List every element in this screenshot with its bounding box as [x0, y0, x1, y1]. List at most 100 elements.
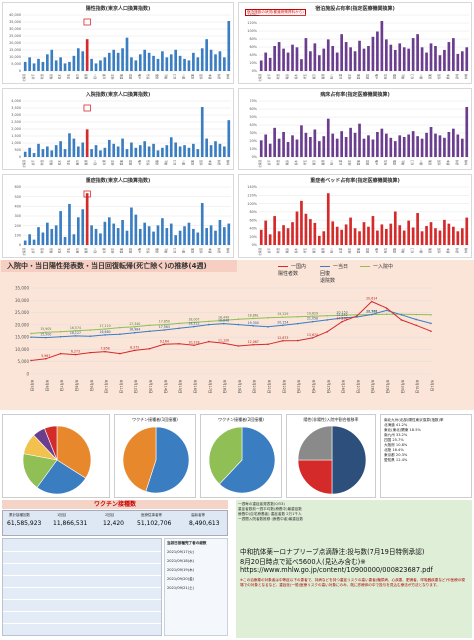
- legend-item: 一入院中: [360, 264, 393, 271]
- bar: [223, 57, 226, 71]
- data-point: [282, 324, 284, 327]
- bar: [434, 46, 437, 71]
- bar: [68, 133, 71, 157]
- bar: [223, 227, 226, 245]
- bar: [143, 49, 147, 71]
- x-tick-label: 8月11日: [119, 380, 123, 393]
- bar: [174, 142, 178, 157]
- bar: [59, 141, 62, 157]
- pref-label: 高知: [190, 248, 194, 254]
- bar: [103, 57, 107, 71]
- pref-label: 愛知: [120, 160, 124, 166]
- x-tick-label: 8月29日: [386, 380, 390, 393]
- vaccine-value: 51,102,706: [137, 520, 172, 527]
- pref-label: 奈良: [146, 248, 150, 254]
- data-point: [45, 357, 47, 360]
- bar: [402, 230, 406, 245]
- data-label: 9,164: [160, 339, 169, 343]
- data-label: 13,674: [307, 333, 318, 337]
- data-label: 17,340: [129, 322, 140, 326]
- x-tick-label: 8月5日: [30, 380, 34, 391]
- bar: [46, 222, 49, 245]
- legend-label: 一当日: [333, 264, 349, 270]
- legend-item: 回復: [320, 271, 348, 278]
- bar: [335, 138, 339, 157]
- tick-label: 60%: [249, 218, 257, 222]
- bar: [192, 52, 195, 71]
- bar: [46, 146, 49, 157]
- bar: [460, 51, 464, 71]
- bar: [90, 149, 93, 157]
- x-tick-label: 8月22日: [282, 380, 286, 393]
- pref-label: 熊本: [208, 160, 212, 166]
- data-label: 16,127: [70, 331, 81, 335]
- data-label: 15,905: [40, 327, 51, 331]
- pref-label: 佐賀: [199, 74, 203, 80]
- bar: [376, 31, 379, 72]
- pref-label: 東京: [312, 160, 316, 166]
- bar: [300, 125, 303, 157]
- data-point: [89, 329, 92, 331]
- pref-label: 秋田: [276, 160, 280, 166]
- bar: [112, 143, 116, 157]
- pref-label: 新潟: [321, 160, 325, 166]
- bar: [134, 60, 138, 71]
- pref-label: 秋田: [40, 248, 44, 254]
- bar: [402, 137, 406, 157]
- bar: [344, 42, 348, 71]
- data-label: 20,153: [337, 310, 348, 314]
- bar: [54, 60, 58, 71]
- bar: [103, 221, 107, 245]
- bar: [407, 48, 411, 71]
- pref-label: 新潟: [321, 248, 325, 254]
- trend-legend: 一国内 陽性者数: [278, 264, 306, 278]
- bar: [23, 61, 27, 71]
- bar: [309, 219, 312, 245]
- bar: [205, 228, 208, 245]
- tick-label: 15,000: [9, 48, 21, 52]
- bar: [85, 193, 89, 245]
- data-point: [148, 347, 151, 350]
- legend-item: 一国内: [278, 264, 306, 271]
- bar: [63, 149, 67, 157]
- bar: [165, 228, 169, 245]
- bar: [76, 48, 80, 71]
- note-line: 東北(東北)関東 18.5%: [384, 428, 421, 432]
- vaccine-title: ワクチン接種数: [2, 500, 228, 509]
- pref-label: 栃木: [294, 74, 298, 80]
- bar: [138, 228, 142, 245]
- pref-label: 新潟: [84, 74, 88, 80]
- bar: [143, 141, 147, 157]
- pref-label: 沖縄: [464, 160, 468, 166]
- bar: [460, 138, 464, 157]
- data-point: [163, 343, 166, 346]
- data-point: [45, 336, 47, 339]
- bar: [134, 214, 138, 245]
- bar: [28, 147, 31, 157]
- pref-label: 宮崎: [455, 74, 459, 80]
- data-point: [222, 342, 225, 345]
- bar: [380, 224, 384, 245]
- bar: [438, 230, 442, 245]
- pie-panel-4: 陽性(非陽性)入院中割合推移率: [286, 414, 376, 498]
- data-point: [104, 328, 106, 330]
- bar: [367, 135, 370, 157]
- data-point: [326, 330, 329, 333]
- bar: [304, 132, 308, 157]
- bar: [326, 193, 330, 245]
- info-url-link[interactable]: https://www.mhlw.go.jp/content/10900000/…: [240, 566, 433, 574]
- pref-label: 山口: [173, 160, 177, 166]
- data-point: [178, 322, 180, 325]
- pref-label: 北海道: [258, 248, 262, 256]
- bar: [286, 228, 290, 245]
- pref-label: 岩手: [31, 160, 35, 166]
- x-tick-label: 8月25日: [326, 380, 330, 393]
- data-point: [59, 330, 62, 333]
- pref-label: 佐賀: [437, 160, 441, 166]
- pref-label: 宮崎: [455, 160, 459, 166]
- data-point: [311, 320, 314, 323]
- bar: [411, 227, 415, 245]
- bar: [85, 129, 89, 157]
- data-label: 20,154: [277, 320, 288, 324]
- y-tick-label: 5,000: [18, 359, 30, 364]
